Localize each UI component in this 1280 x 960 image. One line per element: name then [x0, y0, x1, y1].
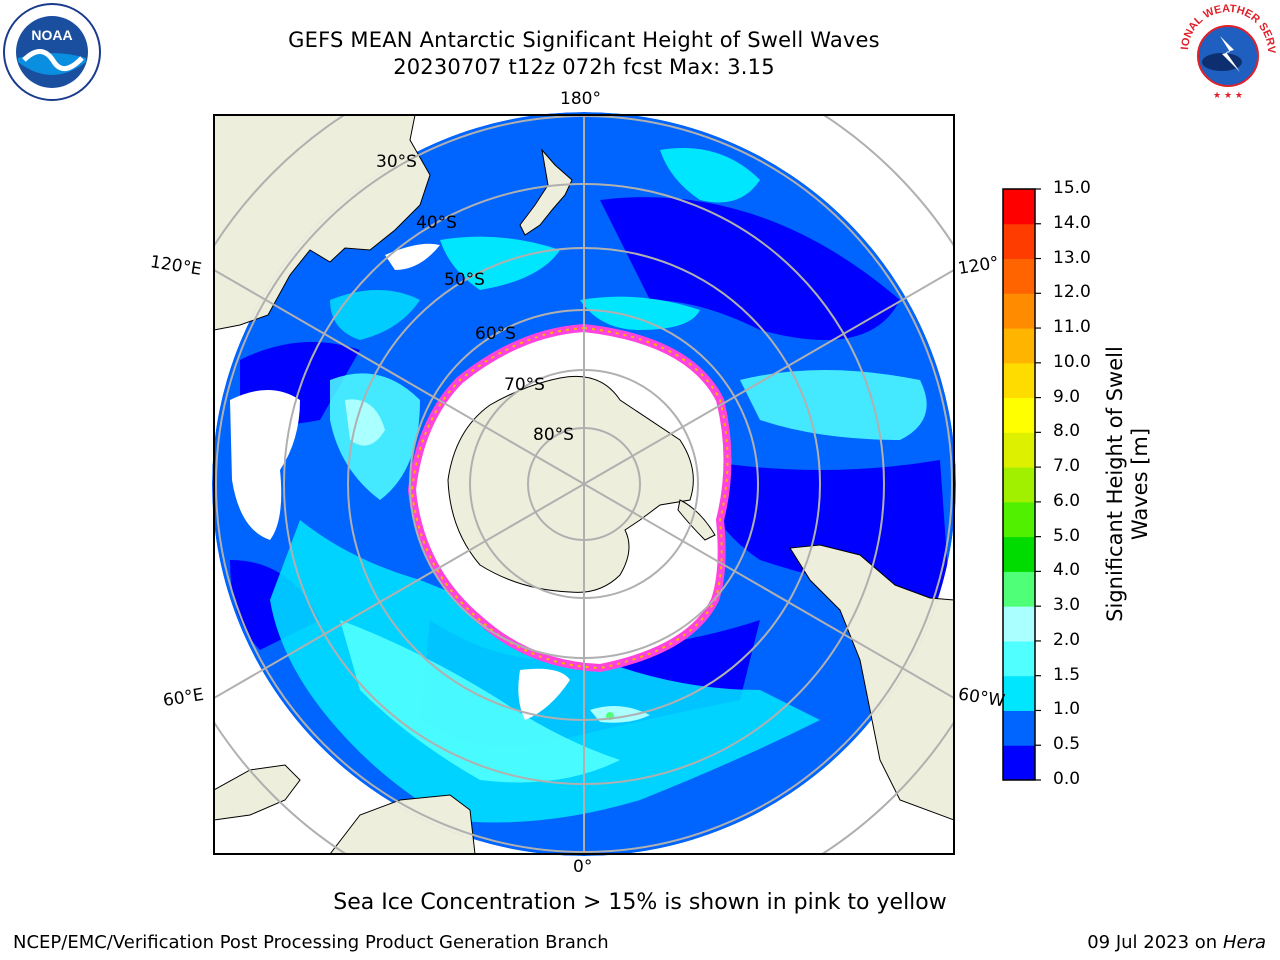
- colorbar-segment: [1003, 258, 1035, 294]
- colorbar-segment: [1003, 710, 1035, 746]
- colorbar-segment: [1003, 362, 1035, 399]
- antarctic-peninsula: [677, 499, 716, 541]
- colorbar-tick-label: 13.0: [1053, 247, 1091, 268]
- madagascar-land: [214, 764, 301, 821]
- lon-label-0: 0°: [573, 857, 593, 877]
- colorbar-tick-label: 2.0: [1053, 629, 1081, 650]
- colorbar-segment: [1003, 536, 1035, 572]
- new-zealand-land: [519, 148, 573, 236]
- colorbar-segment: [1003, 745, 1035, 781]
- colorbar-segment: [1003, 640, 1035, 677]
- colorbar-segment: [1003, 501, 1035, 538]
- colorbar-label: Significant Height of Swell Waves [m]: [1103, 319, 1153, 649]
- colorbar-tick-label: 7.0: [1053, 456, 1081, 477]
- sea-ice-note: Sea Ice Concentration > 15% is shown in …: [333, 890, 947, 915]
- colorbar-segment: [1003, 397, 1035, 433]
- lat-label-80s: 80°S: [533, 425, 574, 445]
- colorbar-segment: [1003, 223, 1035, 260]
- colorbar-frame: [1002, 188, 1036, 781]
- colorbar-segment: [1003, 293, 1035, 329]
- lat-label-30s: 30°S: [376, 152, 417, 172]
- antarctica-land: [447, 375, 694, 593]
- colorbar-tick-label: 14.0: [1053, 212, 1091, 233]
- colorbar: [1002, 188, 1041, 781]
- colorbar-segment: [1003, 675, 1035, 711]
- map-frame: [213, 114, 955, 855]
- credit-date: 09 Jul 2023 on Hera: [1087, 932, 1266, 953]
- chart-subtitle: 20230707 t12z 072h fcst Max: 3.15: [393, 55, 775, 79]
- colorbar-tick-label: 4.0: [1053, 560, 1081, 581]
- colorbar-tick-label: 11.0: [1053, 317, 1091, 338]
- colorbar-segment: [1003, 467, 1035, 503]
- colorbar-segment: [1003, 328, 1035, 364]
- colorbar-tick-label: 3.0: [1053, 595, 1081, 616]
- colorbar-segment: [1003, 432, 1035, 468]
- colorbar-segment: [1003, 606, 1035, 642]
- credit-host: Hera: [1222, 932, 1266, 953]
- credit-branch: NCEP/EMC/Verification Post Processing Pr…: [13, 932, 609, 953]
- colorbar-segment: [1003, 189, 1035, 225]
- svg-text:★ ★ ★: ★ ★ ★: [1213, 91, 1243, 101]
- lat-label-70s: 70°S: [504, 375, 545, 395]
- national-weather-service-logo: NATIONAL WEATHER SERVICE ★ ★ ★: [1176, 0, 1278, 102]
- credit-date-text: 09 Jul 2023 on: [1087, 932, 1223, 953]
- colorbar-tick-label: 8.0: [1053, 421, 1081, 442]
- colorbar-tick-label: 1.5: [1053, 664, 1081, 685]
- colorbar-label-line1: Significant Height of Swell: [1103, 346, 1127, 622]
- colorbar-tick-label: 9.0: [1053, 386, 1081, 407]
- colorbar-label-line2: Waves [m]: [1128, 427, 1152, 541]
- colorbar-tick-label: 6.0: [1053, 490, 1081, 511]
- lat-label-50s: 50°S: [444, 270, 485, 290]
- lat-label-60s: 60°S: [475, 324, 516, 344]
- colorbar-tick-label: 0.0: [1053, 769, 1081, 789]
- colorbar-tick-label: 5.0: [1053, 525, 1081, 546]
- noaa-logo-text: NOAA: [31, 27, 72, 43]
- colorbar-tick-label: 12.0: [1053, 282, 1091, 303]
- noaa-logo: NOAA: [3, 3, 101, 101]
- lat-label-40s: 40°S: [416, 213, 457, 233]
- chart-title: GEFS MEAN Antarctic Significant Height o…: [288, 28, 880, 52]
- lon-label-180: 180°: [560, 89, 601, 109]
- colorbar-tick-label: 1.0: [1053, 699, 1081, 720]
- colorbar-tick-label: 15.0: [1053, 178, 1091, 198]
- colorbar-tick-label: 0.5: [1053, 734, 1081, 755]
- colorbar-tick-label: 10.0: [1053, 351, 1091, 372]
- colorbar-segment: [1003, 571, 1035, 607]
